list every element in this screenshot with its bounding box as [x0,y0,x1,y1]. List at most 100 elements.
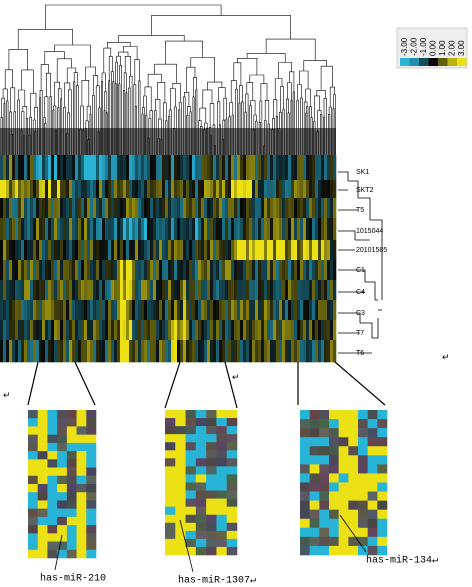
zoom-cell [319,500,330,510]
heat-cell [306,218,310,241]
heat-cell [327,300,331,321]
heat-cell [252,198,256,219]
heat-cell [90,240,94,261]
zoom-cell [185,482,197,491]
zoom-cell [367,410,378,420]
heat-cell [273,320,277,341]
heat-cell [219,260,223,281]
heat-cell [303,300,307,321]
heat-cell [138,300,142,321]
zoom-cell [358,500,368,510]
heat-cell [51,180,55,199]
heat-cell [234,180,238,199]
heat-cell [186,218,190,241]
heat-cell [63,320,67,341]
heat-cell [159,300,163,321]
zoom-cell [329,419,339,429]
zoom-cell [165,506,176,516]
column-dendrogram [0,4,336,155]
zoom-cell [309,419,320,429]
heat-cell [201,280,205,301]
zoom-cell [175,474,186,483]
heat-cell [45,198,49,219]
heat-cell [36,155,40,181]
heat-cell [333,198,337,219]
heat-cell [21,198,25,219]
heat-cell [75,198,79,219]
heat-cell [36,240,40,261]
heat-cell [333,240,337,261]
zoom-cell [206,466,217,475]
heat-cell [111,260,115,281]
heat-cell [102,240,106,261]
zoom-cell [66,516,77,526]
heat-cell [318,260,322,281]
heat-cell [42,198,46,219]
zoom-cell [348,437,359,447]
heat-cell [87,155,91,181]
zoom-cell [185,442,197,451]
heat-cell [60,180,64,199]
zoom-cell [47,516,58,526]
zoom-cell [86,508,97,518]
zoom-cell [206,482,217,491]
zoom-cell [47,541,58,551]
heat-cell [327,198,331,219]
heat-cell [3,218,7,241]
zoom-cell [195,450,207,459]
heat-cell [147,218,151,241]
heat-cell [321,155,325,181]
heat-cell [24,300,28,321]
heat-cell [189,260,193,281]
zoom-cell [216,474,228,483]
heat-cell [219,155,223,181]
heat-cell [39,300,43,321]
heat-cell [108,180,112,199]
zoom-cell [86,492,97,501]
zoom-cell [309,482,320,492]
heat-cell [123,198,127,219]
heat-cell [243,198,247,219]
heat-cell [231,240,235,261]
heat-cell [216,198,220,219]
zoom-cell [309,545,320,556]
heat-cell [66,198,70,219]
heat-cell [117,260,121,281]
heat-cell [60,240,64,261]
zoom-cell [28,500,39,509]
heat-cell [294,155,298,181]
heat-cell [42,320,46,341]
heat-cell [327,260,331,281]
heat-cell [276,260,280,281]
heat-cell [285,300,289,321]
row-label: C3 [356,310,365,317]
heat-cell [114,198,118,219]
heat-cell [72,260,76,281]
heat-cell [315,260,319,281]
zoom-cell [367,437,378,447]
heat-cell [18,280,22,301]
zoom-cell [329,491,339,501]
heat-cell [90,180,94,199]
heat-cell [216,300,220,321]
zoom-cell [300,491,310,501]
zoom-cell [206,514,217,524]
heat-cell [45,300,49,321]
heat-cell [309,240,313,261]
heat-cell [309,320,313,341]
heat-cell [267,260,271,281]
heat-cell [288,320,292,341]
zoom-cell [329,410,339,420]
heat-cell [27,300,31,321]
heat-cell [171,300,175,321]
heat-cell [246,180,250,199]
heat-cell [69,198,73,219]
heat-cell [156,180,160,199]
heat-cell [321,180,325,199]
heat-cell [51,240,55,261]
heat-cell [168,198,172,219]
heat-cell [75,155,79,181]
pointer [339,514,367,553]
heat-cell [237,180,241,199]
heat-cell [294,198,298,219]
